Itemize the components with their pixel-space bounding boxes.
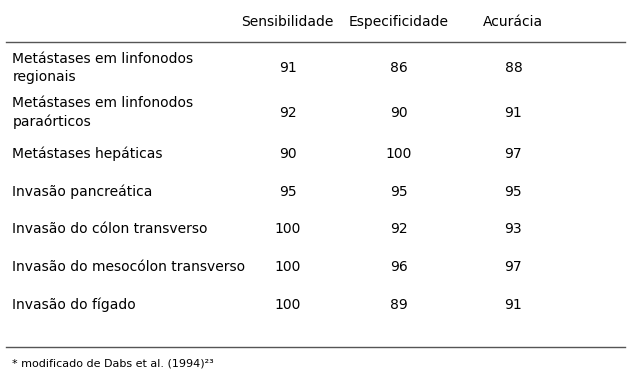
Text: 96: 96 bbox=[390, 260, 408, 274]
Text: Metástases hepáticas: Metástases hepáticas bbox=[13, 147, 163, 161]
Text: 100: 100 bbox=[386, 147, 412, 161]
Text: 88: 88 bbox=[505, 61, 522, 75]
Text: 91: 91 bbox=[505, 298, 522, 312]
Text: Acurácia: Acurácia bbox=[483, 15, 543, 29]
Text: 100: 100 bbox=[274, 298, 301, 312]
Text: Sensibilidade: Sensibilidade bbox=[242, 15, 334, 29]
Text: 100: 100 bbox=[274, 223, 301, 236]
Text: Metástases em linfonodos
paraórticos: Metástases em linfonodos paraórticos bbox=[13, 96, 194, 129]
Text: Metástases em linfonodos
regionais: Metástases em linfonodos regionais bbox=[13, 52, 194, 84]
Text: 89: 89 bbox=[390, 298, 408, 312]
Text: 95: 95 bbox=[505, 185, 522, 198]
Text: 100: 100 bbox=[274, 260, 301, 274]
Text: Invasão do mesocólon transverso: Invasão do mesocólon transverso bbox=[13, 260, 245, 274]
Text: 97: 97 bbox=[505, 147, 522, 161]
Text: * modificado de Dabs et al. (1994)²³: * modificado de Dabs et al. (1994)²³ bbox=[13, 359, 215, 369]
Text: 95: 95 bbox=[390, 185, 408, 198]
Text: 92: 92 bbox=[279, 105, 297, 119]
Text: Especificidade: Especificidade bbox=[349, 15, 449, 29]
Text: 90: 90 bbox=[390, 105, 408, 119]
Text: 91: 91 bbox=[505, 105, 522, 119]
Text: 92: 92 bbox=[390, 223, 408, 236]
Text: 95: 95 bbox=[279, 185, 297, 198]
Text: 90: 90 bbox=[279, 147, 297, 161]
Text: 93: 93 bbox=[505, 223, 522, 236]
Text: Invasão pancreática: Invasão pancreática bbox=[13, 184, 153, 199]
Text: 97: 97 bbox=[505, 260, 522, 274]
Text: 91: 91 bbox=[279, 61, 297, 75]
Text: Invasão do fígado: Invasão do fígado bbox=[13, 298, 136, 312]
Text: 86: 86 bbox=[390, 61, 408, 75]
Text: Invasão do cólon transverso: Invasão do cólon transverso bbox=[13, 223, 208, 236]
